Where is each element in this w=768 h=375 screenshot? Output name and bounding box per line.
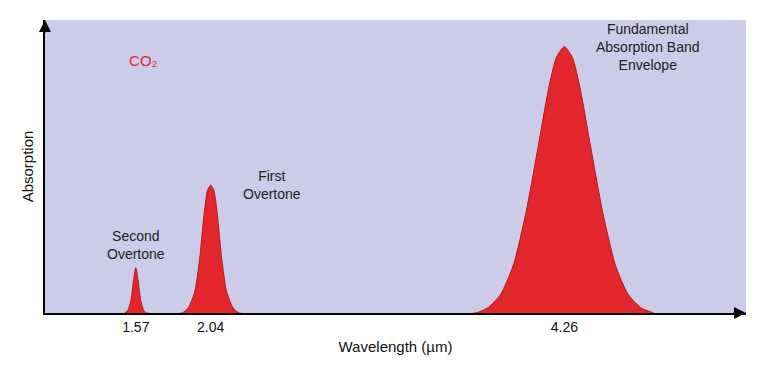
svg-text:2.04: 2.04 [197,319,224,335]
svg-text:Wavelength (µm): Wavelength (µm) [339,338,453,355]
svg-text:Absorption: Absorption [19,131,36,203]
svg-text:1.57: 1.57 [122,319,149,335]
svg-text:SecondOvertone: SecondOvertone [107,228,165,262]
svg-text:FundamentalAbsorption BandEnve: FundamentalAbsorption BandEnvelope [596,21,700,73]
svg-text:FirstOvertone: FirstOvertone [243,168,301,202]
svg-text:4.26: 4.26 [551,319,578,335]
svg-text:CO₂: CO₂ [129,52,158,69]
